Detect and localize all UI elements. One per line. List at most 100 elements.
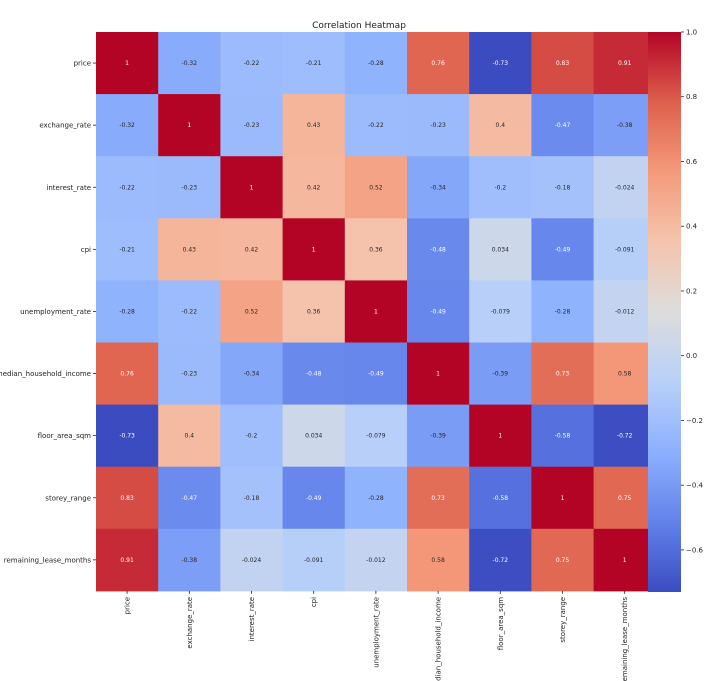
heatmap-cell (593, 94, 657, 157)
heatmap-cell (344, 404, 408, 468)
cell-value-label: -0.024 (242, 557, 262, 564)
heatmap-cell (469, 94, 532, 157)
cell-value-label: 0.52 (369, 184, 383, 191)
cell-value-label: -0.091 (615, 246, 635, 253)
heatmap-cell (469, 280, 532, 343)
cell-value-label: 0.73 (556, 371, 570, 378)
cell-value-label: 0.91 (618, 60, 632, 67)
cell-value-label: 0.36 (307, 308, 321, 315)
heatmap-cell (96, 32, 159, 95)
heatmap-cell (593, 32, 657, 95)
heatmap-cell (158, 280, 221, 343)
cell-value-label: -0.23 (182, 371, 198, 378)
cell-value-label: -0.2 (494, 184, 506, 191)
cell-value-label: -0.28 (119, 308, 135, 315)
heatmap-cell (158, 218, 221, 281)
y-tick-label: exchange_rate (39, 122, 91, 130)
cell-value-label: 0.83 (556, 60, 570, 67)
cell-value-label: 0.43 (183, 246, 197, 253)
heatmap-cell (344, 342, 408, 406)
x-tick-label: unemployment_rate (372, 597, 380, 668)
cell-value-label: -0.49 (306, 495, 322, 502)
heatmap-cells: 1 -0.32 -0.22 -0.21 -0.28 0.76 -0.73 0.83 0.91-0… (96, 32, 657, 592)
heatmap-cell (220, 342, 284, 406)
heatmap-cell (593, 280, 657, 343)
heatmap-cell (407, 156, 470, 219)
cell-value-label: 0.76 (120, 371, 134, 378)
heatmap-cell (344, 94, 408, 157)
heatmap-cell (531, 528, 595, 592)
heatmap-cell (96, 466, 159, 530)
cell-value-label: -0.22 (244, 60, 260, 67)
heatmap-cell (282, 94, 346, 157)
x-axis-labels: price exchange_rate interest_rate cpi unempl… (124, 590, 629, 681)
cell-value-label: 0.83 (120, 495, 134, 502)
heatmap-cell (96, 342, 159, 406)
colorbar: 1.0 0.8 0.6 0.4 0.2 0.0 −0.2 −0.4 −0.6 (648, 29, 704, 592)
heatmap-cell (220, 94, 284, 157)
cell-value-label: -0.38 (182, 557, 198, 564)
cell-value-label: -0.47 (182, 495, 198, 502)
x-tick-label: cpi (310, 597, 318, 607)
y-tick-label: cpi (81, 246, 91, 254)
cell-value-label: 1 (125, 60, 129, 67)
cell-value-label: 0.43 (307, 122, 321, 129)
cell-value-label: -0.22 (119, 184, 135, 191)
y-tick-label: floor_area_sqm (38, 432, 92, 440)
heatmap-cell (220, 218, 284, 281)
heatmap-cell (344, 218, 408, 281)
colorbar-tick-label: 0.4 (686, 223, 698, 231)
heatmap-cell (469, 528, 532, 592)
heatmap-cell (469, 32, 532, 95)
heatmap-cell (220, 32, 284, 95)
cell-value-label: -0.21 (119, 246, 135, 253)
x-tick-label: remaining_lease_months (621, 597, 629, 681)
y-tick-label: interest_rate (46, 184, 91, 192)
cell-value-label: 0.91 (120, 557, 134, 564)
cell-value-label: 0.73 (431, 495, 445, 502)
heatmap-cell (282, 528, 346, 592)
heatmap-cell (531, 94, 595, 157)
cell-value-label: -0.34 (430, 184, 446, 191)
cell-value-label: -0.72 (493, 557, 509, 564)
cell-value-label: 1 (312, 246, 316, 253)
cell-value-label: -0.012 (366, 557, 386, 564)
x-tick-label: median_household_income (435, 597, 443, 681)
heatmap-cell (344, 528, 408, 592)
cell-value-label: -0.2 (246, 433, 258, 440)
heatmap-cell (593, 342, 657, 406)
cell-value-label: -0.39 (430, 433, 446, 440)
heatmap-cell (344, 466, 408, 530)
cell-value-label: -0.079 (491, 308, 511, 315)
cell-value-label: -0.73 (493, 60, 509, 67)
heatmap-cell (531, 466, 595, 530)
cell-value-label: -0.58 (555, 433, 571, 440)
colorbar-tick-label: −0.6 (686, 546, 704, 554)
cell-value-label: -0.49 (555, 246, 571, 253)
heatmap-cell (344, 280, 408, 343)
cell-value-label: 1 (250, 184, 254, 191)
heatmap-cell (96, 218, 159, 281)
y-tick-label: remaining_lease_months (4, 556, 92, 564)
cell-value-label: 0.75 (618, 495, 632, 502)
cell-value-label: -0.49 (430, 308, 446, 315)
x-tick-label: storey_range (559, 597, 567, 643)
heatmap-cell (593, 466, 657, 530)
heatmap-cell (220, 404, 284, 468)
colorbar-tick-label: −0.2 (686, 417, 703, 425)
heatmap-cell (469, 466, 532, 530)
cell-value-label: -0.32 (182, 60, 198, 67)
x-tick-label: floor_area_sqm (497, 597, 505, 651)
heatmap-cell (407, 280, 470, 343)
y-tick-label: price (74, 60, 91, 68)
heatmap-cell (158, 156, 221, 219)
heatmap-cell (344, 156, 408, 219)
cell-value-label: 0.75 (556, 557, 570, 564)
heatmap-cell (531, 218, 595, 281)
heatmap-cell (96, 528, 159, 592)
heatmap-cell (220, 466, 284, 530)
heatmap-cell (220, 280, 284, 343)
cell-value-label: 0.58 (431, 557, 445, 564)
y-tick-label: unemployment_rate (20, 308, 91, 316)
